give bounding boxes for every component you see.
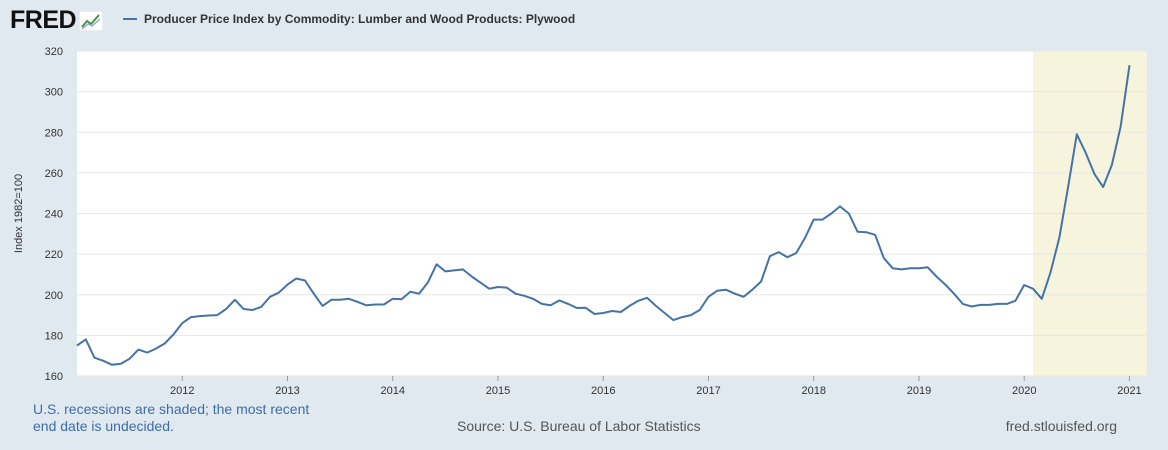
recession-note-line2: end date is undecided. — [33, 418, 174, 434]
logo-text: FRED — [10, 6, 77, 34]
series-layer — [76, 65, 1131, 366]
x-tick-label: 2017 — [696, 385, 720, 397]
recession-note: U.S. recessions are shaded; the most rec… — [33, 401, 309, 435]
x-axis-ticks: 2012 2013 2014 2015 2016 2017 2018 2019 2020 2021 — [170, 376, 1142, 397]
x-tick-label: 2016 — [591, 385, 615, 397]
series-line-0 — [76, 65, 1131, 366]
x-tick-label: 2015 — [486, 385, 510, 397]
y-tick-label: 160 — [45, 371, 63, 383]
y-axis-ticks: 160 180 200 220 240 260 280 300 320 — [45, 46, 63, 383]
y-tick-label: 240 — [45, 209, 63, 221]
x-tick-label: 2013 — [275, 385, 299, 397]
y-axis-title: Index 1982=100 — [13, 174, 25, 253]
x-tick-label: 2012 — [170, 385, 194, 397]
x-tick-label: 2018 — [801, 385, 825, 397]
legend-swatch — [123, 18, 137, 20]
y-tick-label: 300 — [45, 87, 63, 99]
x-tick-label: 2020 — [1012, 385, 1036, 397]
y-tick-label: 280 — [45, 127, 63, 139]
site-link[interactable]: fred.stlouisfed.org — [1005, 418, 1117, 434]
x-tick-label: 2014 — [380, 385, 404, 397]
x-tick-label: 2021 — [1117, 385, 1141, 397]
y-tick-label: 220 — [45, 249, 63, 261]
x-tick-label: 2019 — [907, 385, 931, 397]
recession-note-line1: U.S. recessions are shaded; the most rec… — [33, 401, 310, 417]
fred-logo[interactable]: FRED — [10, 6, 104, 35]
y-tick-label: 180 — [45, 330, 63, 342]
y-tick-label: 260 — [45, 168, 63, 180]
y-tick-label: 200 — [45, 290, 63, 302]
chart-legend: Producer Price Index by Commodity: Lumbe… — [123, 12, 575, 26]
y-tick-label: 320 — [45, 46, 63, 58]
grid-lines — [77, 50, 1147, 377]
chart-trend-icon — [79, 10, 104, 31]
source-note: Source: U.S. Bureau of Labor Statistics — [457, 418, 701, 434]
legend-label: Producer Price Index by Commodity: Lumbe… — [144, 12, 576, 26]
